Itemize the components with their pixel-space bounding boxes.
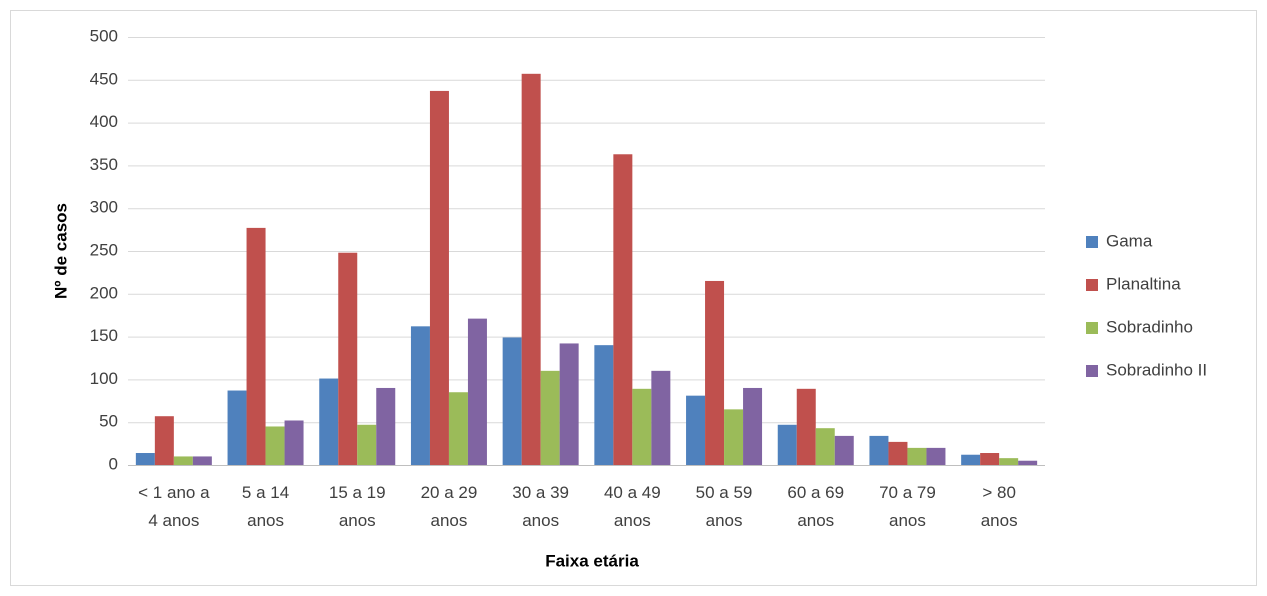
y-tick-label: 50: [99, 412, 118, 431]
x-tick-label: 15 a 19 anos: [329, 483, 386, 530]
bar: [632, 388, 652, 465]
bar: [135, 453, 155, 465]
y-tick-label: 200: [90, 283, 118, 302]
legend-label: Sobradinho: [1106, 317, 1193, 336]
bar: [961, 454, 981, 465]
bar: [980, 453, 1000, 465]
bar: [888, 441, 908, 465]
bar: [265, 426, 285, 465]
y-tick-label: 450: [90, 69, 118, 88]
bar: [686, 395, 706, 465]
y-tick-label: 100: [90, 369, 118, 388]
legend-label: Sobradinho II: [1106, 360, 1207, 379]
x-tick-label: 60 a 69 anos: [787, 483, 844, 530]
bar: [227, 390, 247, 465]
bar: [815, 428, 835, 465]
bar: [907, 447, 927, 465]
bar: [540, 370, 560, 465]
bar: [651, 370, 671, 465]
y-tick-label: 250: [90, 240, 118, 259]
bar: [319, 378, 339, 465]
bar: [594, 345, 614, 465]
x-tick-label: 50 a 59 anos: [696, 483, 753, 530]
legend-swatch: [1086, 279, 1098, 291]
legend-label: Gama: [1106, 231, 1153, 250]
y-tick-label: 300: [90, 198, 118, 217]
chart-frame: [10, 10, 1257, 586]
x-tick-label: 20 a 29 anos: [421, 483, 478, 530]
bar: [777, 424, 797, 465]
bar: [521, 73, 541, 466]
legend-swatch: [1086, 236, 1098, 248]
bar: [796, 388, 816, 465]
x-tick-label: 30 a 39 anos: [512, 483, 569, 530]
bar: [502, 337, 522, 465]
x-tick-label: 40 a 49 anos: [604, 483, 661, 530]
y-tick-label: 350: [90, 155, 118, 174]
bar: [338, 252, 358, 465]
bar: [743, 387, 763, 465]
x-tick-label: 5 a 14 anos: [242, 483, 289, 530]
bar: [429, 90, 449, 465]
bar: [724, 409, 744, 465]
bar: [834, 435, 854, 465]
x-tick-label: 70 a 79 anos: [879, 483, 936, 530]
legend-label: Planaltina: [1106, 274, 1181, 293]
x-axis-label: Faixa etária: [545, 551, 639, 570]
bar: [869, 435, 889, 465]
y-axis-label: Nº de casos: [51, 203, 70, 299]
bar: [376, 387, 396, 465]
bar: [1018, 460, 1038, 465]
bar: [357, 424, 377, 465]
bar: [926, 447, 946, 465]
x-tick-label: > 80 anos: [981, 483, 1018, 530]
bar: [192, 456, 212, 465]
bar: [467, 318, 487, 465]
bar: [284, 420, 304, 465]
bar: [410, 326, 430, 465]
legend-swatch: [1086, 322, 1098, 334]
y-tick-label: 400: [90, 112, 118, 131]
legend-swatch: [1086, 365, 1098, 377]
bar: [154, 416, 174, 465]
bar: [559, 343, 579, 465]
y-tick-label: 150: [90, 326, 118, 345]
bar: [246, 227, 266, 465]
y-tick-label: 500: [90, 26, 118, 45]
bar: [613, 154, 633, 465]
y-tick-label: 0: [109, 454, 118, 473]
bar: [705, 280, 725, 465]
bar: [999, 458, 1019, 465]
bar: [448, 392, 468, 465]
bar: [173, 456, 193, 465]
